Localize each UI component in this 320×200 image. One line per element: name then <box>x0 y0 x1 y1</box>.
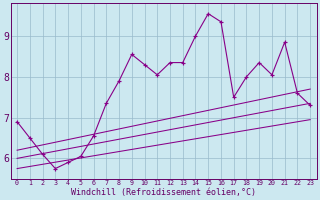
X-axis label: Windchill (Refroidissement éolien,°C): Windchill (Refroidissement éolien,°C) <box>71 188 256 197</box>
